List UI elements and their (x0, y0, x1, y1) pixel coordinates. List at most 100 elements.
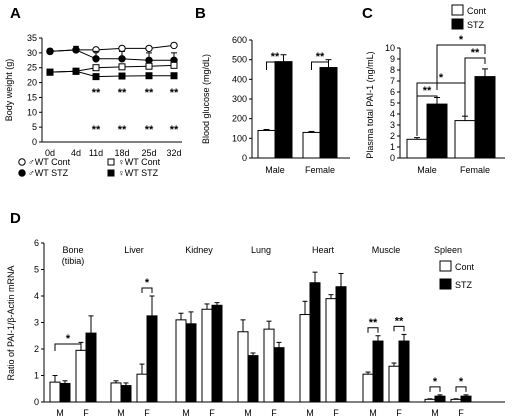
b-bar (319, 67, 338, 159)
d-y-axis-tick-label: 5 (34, 265, 39, 275)
d-significance-bracket (429, 386, 441, 392)
d-significance: * (459, 376, 464, 388)
c-y-axis-tick-label: 7 (390, 76, 395, 86)
a-y-axis-tick-label: 15 (27, 92, 37, 102)
d-significance-bracket (367, 327, 379, 333)
d-y-axis-tick-label: 0 (34, 397, 39, 407)
d-tissue-label: Muscle (372, 245, 401, 255)
d-x-sublabel: M (369, 408, 377, 418)
a-series-line (49, 49, 174, 61)
b-y-axis-tick-label: 0 (242, 153, 247, 163)
d-legend-swatch-stz (439, 278, 452, 290)
a-data-point (118, 63, 126, 71)
b-y-axis-tick-label: 100 (232, 133, 247, 143)
b-significance: ** (316, 51, 325, 63)
c-significance: * (439, 72, 444, 84)
c-x-tick-label: Male (417, 165, 437, 175)
d-bar (362, 373, 374, 403)
c-bar (474, 76, 496, 159)
b-y-axis-tick-label: 400 (232, 74, 247, 84)
a-legend-label: ♀WT Cont (118, 157, 161, 167)
a-y-label: Body weight (g) (4, 59, 14, 122)
d-bar (263, 328, 275, 403)
a-data-point (145, 44, 153, 53)
c-legend-label: STZ (467, 20, 485, 30)
a-significance: ** (145, 87, 154, 99)
d-x-sublabel: F (144, 408, 150, 418)
b-significance: ** (271, 51, 280, 63)
a-y-axis-tick-label: 0 (32, 137, 37, 147)
d-bar (424, 398, 436, 403)
a-data-point (170, 61, 178, 69)
a-data-point (118, 72, 126, 80)
c-bar (426, 103, 448, 159)
d-bar (211, 304, 223, 403)
c-y-axis-tick-label: 9 (390, 54, 395, 64)
c-y-label: Plasma total PAI-1 (ng/mL) (365, 51, 375, 158)
d-y-axis-tick-label: 1 (34, 371, 39, 381)
a-data-point (118, 55, 126, 63)
d-x-sublabel: F (83, 408, 89, 418)
d-bar (185, 323, 197, 403)
d-x-sublabel: M (56, 408, 64, 418)
d-significance: * (66, 333, 71, 345)
a-data-point (92, 55, 100, 63)
a-data-point (145, 72, 153, 80)
d-bar (59, 382, 71, 403)
c-x-tick-label: Female (460, 165, 490, 175)
c-y-axis-tick-label: 8 (390, 65, 395, 75)
d-tissue-label: Spleen (434, 245, 462, 255)
b-y-axis-tick-label: 300 (232, 94, 247, 104)
d-bar (75, 349, 87, 403)
d-tissue-label: Kidney (185, 245, 213, 255)
a-x-tick-label: 0d (45, 148, 55, 158)
d-significance-bracket (141, 287, 153, 293)
d-tissue-label: (tibia) (62, 256, 85, 266)
d-y-axis-tick-label: 4 (34, 291, 39, 301)
a-data-point (46, 47, 54, 56)
d-bar (299, 314, 311, 403)
c-significance: ** (471, 47, 480, 59)
a-significance: ** (170, 87, 179, 99)
a-data-point (170, 72, 178, 80)
d-legend-label: Cont (455, 262, 475, 272)
d-significance: * (433, 376, 438, 388)
a-y-axis-tick-label: 5 (32, 122, 37, 132)
d-significance: * (145, 277, 150, 289)
a-legend-label: ♂WT STZ (28, 168, 69, 178)
c-legend-swatch-stz (451, 18, 464, 30)
a-significance: ** (170, 124, 179, 136)
a-y-axis-tick-label: 25 (27, 63, 37, 73)
d-legend-swatch-cont (439, 260, 452, 272)
a-data-point (170, 41, 178, 50)
d-significance: ** (369, 317, 378, 329)
d-significance-bracket (393, 325, 405, 332)
a-data-point (46, 68, 54, 76)
a-data-point (92, 73, 100, 81)
d-bar (398, 340, 410, 403)
d-bar (372, 340, 384, 403)
a-y-axis-tick-label: 35 (27, 33, 37, 43)
a-series-line (49, 70, 174, 78)
d-bar (434, 395, 446, 403)
a-data-point (72, 46, 80, 54)
a-legend-marker (18, 169, 26, 177)
d-bar (146, 315, 158, 403)
d-x-sublabel: F (271, 408, 277, 418)
d-x-sublabel: M (182, 408, 190, 418)
a-significance: ** (92, 87, 101, 99)
a-legend-marker (107, 169, 115, 177)
c-y-axis-tick-label: 0 (390, 153, 395, 163)
a-legend-label: ♀WT STZ (118, 168, 159, 178)
d-tissue-label: Heart (312, 245, 335, 255)
d-x-sublabel: F (333, 408, 339, 418)
c-y-axis-tick-label: 3 (390, 120, 395, 130)
a-legend-label: ♂WT Cont (28, 157, 71, 167)
d-bar (335, 286, 347, 403)
a-y-axis-tick-label: 10 (27, 107, 37, 117)
panel-letter-d: D (10, 210, 21, 227)
d-significance: ** (395, 315, 404, 327)
a-significance: ** (145, 124, 154, 136)
d-bar (247, 355, 259, 403)
d-bar (237, 331, 249, 403)
